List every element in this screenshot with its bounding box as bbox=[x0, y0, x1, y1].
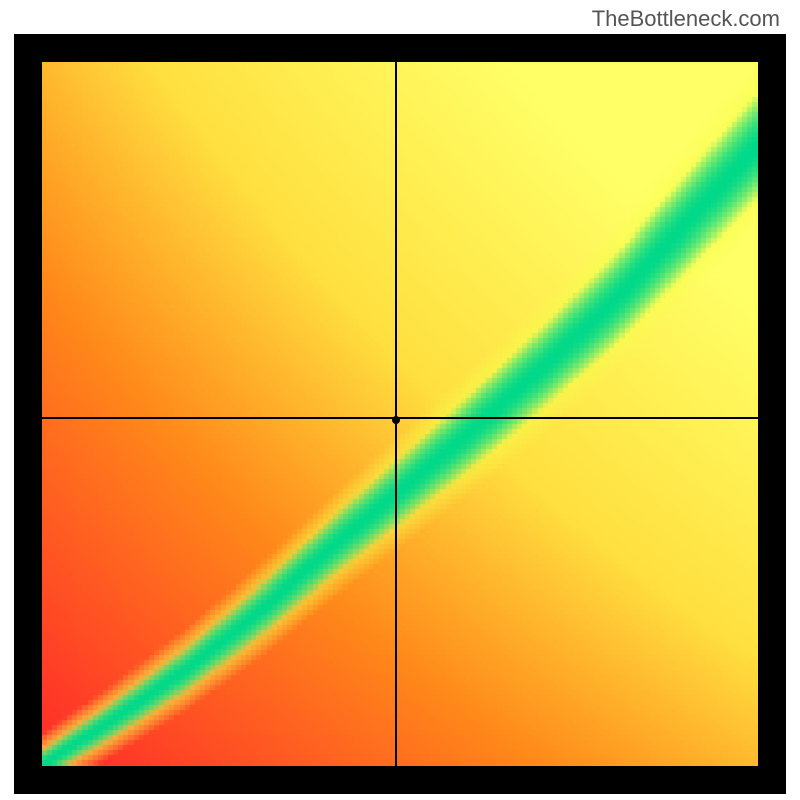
watermark-text: TheBottleneck.com bbox=[592, 6, 780, 32]
plot-area bbox=[42, 62, 758, 766]
crosshair-vertical bbox=[395, 62, 397, 766]
data-point-marker bbox=[392, 416, 400, 424]
heatmap-canvas bbox=[42, 62, 758, 766]
page-container: TheBottleneck.com bbox=[0, 0, 800, 800]
